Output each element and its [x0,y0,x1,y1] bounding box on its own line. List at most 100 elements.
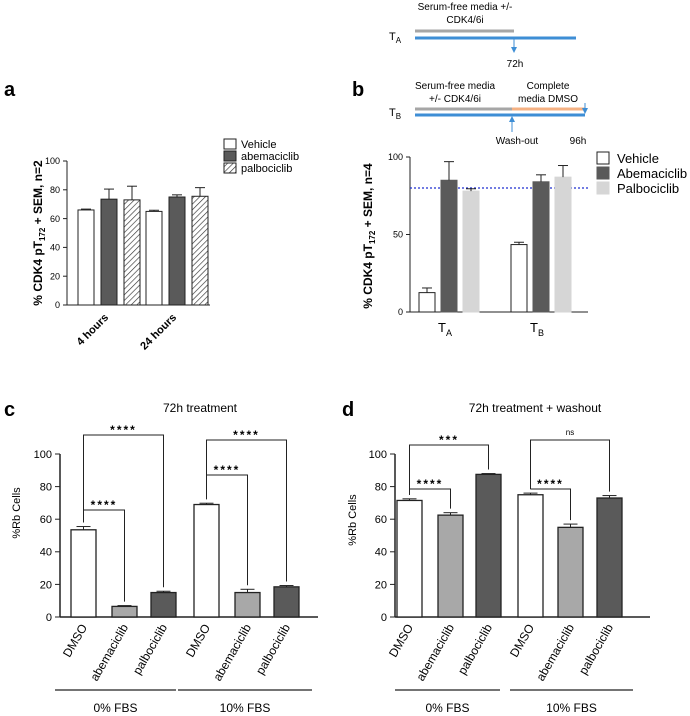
chart-d-bar [437,514,464,618]
chart-c-bar [70,529,97,618]
chart-a-bar [168,196,186,306]
panel-label-d: d [342,399,354,421]
chart-b-bar [440,179,458,313]
scheme-ta-arrowhead-icon [511,47,517,53]
chart-b-bar [554,176,572,313]
chart-c-ytick-label: 0 [46,612,52,624]
chart-c-ytick-label: 40 [40,547,52,559]
chart-d-title: 72h treatment + washout [469,401,602,415]
chart-c-ytick-label: 20 [40,579,52,591]
panel-label-c: c [4,399,15,421]
chart-a-bar [100,198,118,306]
scheme-tb-label: TB [389,107,401,121]
chart-a-legend-swatch [223,138,237,150]
chart-c-significance-label: **** [233,428,260,442]
chart-c-bar [150,591,177,618]
chart-d-significance-label: ns [566,428,574,437]
chart-a-ytick-label: 0 [55,300,60,310]
chart-c-group-label: 0% FBS [93,701,137,715]
chart-a-legend-swatch [223,162,237,174]
chart-c-significance-label: **** [110,423,137,437]
chart-c-bar [111,605,138,618]
chart-c-category-label: abemaciclib [87,621,131,683]
chart-b-category-label: TB [530,320,544,338]
chart-d-category-label: DMSO [386,622,416,660]
chart-d-significance-label: **** [417,477,444,491]
scheme-ta: Serum-free media +/- CDK4/6i TA 72h [389,2,576,70]
chart-c-significance-label: **** [214,463,241,477]
chart-a-legend-label: Vehicle [241,139,276,151]
panel-label-a: a [4,79,16,101]
chart-b-bar [532,181,550,313]
chart-d-category-label: abemaciclib [413,621,457,683]
chart-a-legend-label: abemaciclib [241,151,299,163]
chart-d-bar [396,499,423,618]
chart-b-category-label: TA [438,320,452,338]
scheme-ta-label: TA [389,31,402,45]
chart-d-ytick-label: 20 [375,579,387,591]
chart-a-category-label: 4 hours [75,312,112,349]
chart-d-ytick-label: 100 [369,449,387,461]
chart-b-legend-swatch [596,151,610,165]
chart-a-legend-swatch [223,150,237,162]
panel-label-b: b [352,79,364,101]
chart-a-bar [145,210,163,306]
chart-d-significance-label: **** [537,477,564,491]
scheme-tb: Serum-free media +/- CDK4/6i Complete me… [389,81,588,147]
scheme-tb-right1: Complete [527,81,570,92]
chart-d-bar [475,473,502,618]
chart-a-bar [123,199,141,306]
chart-c-significance-bracket [206,439,287,582]
chart-d-ytick-label: 0 [381,612,387,624]
chart-c-title: 72h treatment [163,401,238,415]
scheme-ta-line2: CDK4/6i [446,15,483,26]
chart-c-ytick-label: 60 [40,514,52,526]
scheme-ta-line1: Serum-free media +/- [418,2,513,13]
chart-panel-d: 72h treatment + washout %Rb Cells 0 20 40 6… [347,401,650,715]
scheme-tb-washout-arrowhead-icon [509,116,515,122]
chart-panel-c: 72h treatment %Rb Cells 0 20 40 60 80 100 ***… [11,401,318,715]
chart-d-ylabel: %Rb Cells [347,494,359,546]
chart-a-category-label: 24 hours [138,312,179,353]
chart-c-category-label: abemaciclib [210,621,254,683]
chart-a-ytick-label: 80 [50,185,60,195]
chart-c-bar [234,591,261,618]
chart-d-category-label: palbociclib [455,621,495,677]
chart-d-category-label: DMSO [507,622,537,660]
chart-c-ytick-label: 100 [34,449,52,461]
chart-a-legend-label: palbociclib [241,163,292,175]
chart-b-bar [418,292,436,313]
chart-b-legend-swatch [596,181,610,195]
chart-a-ytick-label: 60 [50,214,60,224]
chart-panel-b: % CDK4 pT172 + SEM, n=4 0 50 100 TA TB Vehi… [361,151,687,338]
scheme-tb-washout: Wash-out [496,136,539,147]
chart-d-ytick-label: 40 [375,547,387,559]
chart-c-significance-label: **** [91,498,118,512]
chart-b-legend-label: Abemaciclib [617,166,687,181]
chart-d-group-label: 0% FBS [425,701,469,715]
chart-a-bar [77,209,95,306]
chart-d-ytick-label: 60 [375,514,387,526]
scheme-ta-time: 72h [507,59,524,70]
chart-b-bar [462,190,480,313]
scheme-tb-time: 96h [570,136,587,147]
chart-c-group-label: 10% FBS [220,701,271,715]
chart-d-bar [517,494,544,618]
chart-d-significance-bracket [530,439,610,492]
chart-a-ytick-label: 100 [45,156,60,166]
scheme-tb-left1: Serum-free media [415,81,495,92]
chart-c-significance-bracket [83,434,164,588]
chart-c-category-label: DMSO [60,622,90,660]
chart-b-ytick-label: 0 [398,307,403,317]
chart-b-ytick-label: 100 [388,152,403,162]
chart-b-ytick-label: 50 [393,230,403,240]
chart-b-ylabel: % CDK4 pT172 + SEM, n=4 [361,163,377,309]
chart-d-significance-label: *** [439,433,459,447]
chart-c-category-label: palbociclib [130,621,170,677]
chart-c-ylabel: %Rb Cells [11,487,23,539]
chart-a-ylabel: % CDK4 pT172 + SEM, n=2 [31,160,47,306]
chart-d-bar [596,497,623,618]
chart-b-bar [510,244,528,313]
chart-panel-a: % CDK4 pT172 + SEM, n=2 0 20 40 60 80 100 4 h… [31,138,299,353]
